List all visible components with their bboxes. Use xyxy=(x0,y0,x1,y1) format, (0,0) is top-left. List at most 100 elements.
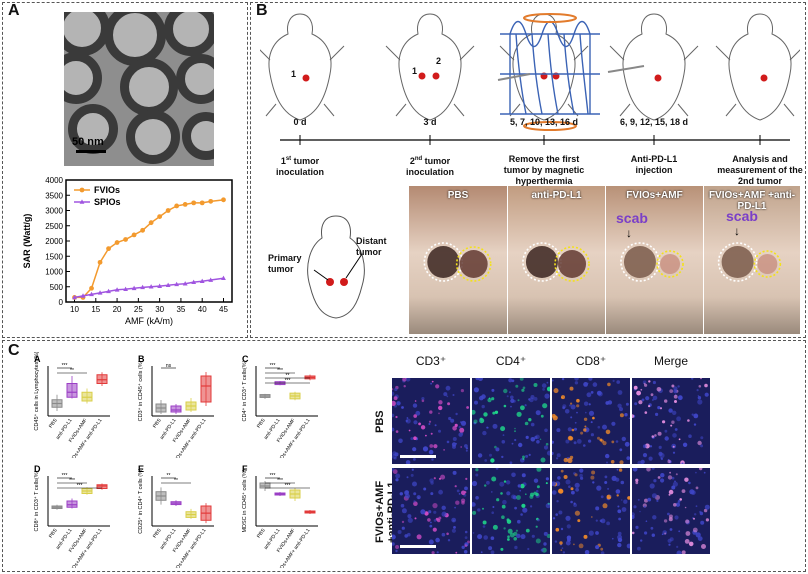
micro-image xyxy=(392,468,470,554)
cell-dots xyxy=(472,378,550,464)
panel-b-label: B xyxy=(256,2,268,19)
sig-label: ** xyxy=(286,373,290,379)
data-point xyxy=(174,281,180,287)
panel-a xyxy=(2,2,248,338)
x-tick-label: 10 xyxy=(70,305,79,314)
box xyxy=(81,391,93,402)
sig-label: ** xyxy=(70,368,74,374)
data-point xyxy=(106,288,111,294)
coil-top-icon xyxy=(523,13,577,23)
timeline-label-sup: st xyxy=(285,156,292,162)
data-point xyxy=(131,285,137,291)
boxplot-label: D xyxy=(34,464,41,474)
mouse-outline-icon xyxy=(728,13,792,121)
data-point xyxy=(80,293,86,298)
scale-bar-label: 50 nm xyxy=(72,136,104,148)
box xyxy=(66,383,78,398)
tumor-dot xyxy=(302,74,310,82)
y-tick-label: 0 xyxy=(59,298,64,307)
cell-dots xyxy=(392,378,469,464)
box xyxy=(96,374,108,384)
y-tick-label: 3000 xyxy=(45,207,63,216)
micro-image xyxy=(632,468,710,554)
y-tick-label: 2500 xyxy=(45,222,63,231)
micro-column-header: Merge xyxy=(653,354,688,368)
sig-label: *** xyxy=(77,483,83,489)
timeline-label: 2nd tumor inoculation xyxy=(382,154,478,178)
sig-label: *** xyxy=(69,478,75,484)
data-point xyxy=(114,287,120,292)
x-tick-label: 20 xyxy=(113,305,122,314)
boxplot-ylabel: CD4⁺ in CD3⁺ T cells(%) xyxy=(241,360,248,421)
micro-row-header: PBS xyxy=(374,410,386,434)
sar-chart: 0 500 1000 1500 2000 2500 3000 3500 4000 10 15 20 25… xyxy=(22,176,233,326)
timeline-label-part: tumor xyxy=(291,156,320,166)
data-point xyxy=(157,283,163,288)
y-tick-label: 1000 xyxy=(45,268,63,277)
mark-2: 2 xyxy=(436,56,442,66)
scab-label: scab xyxy=(616,210,648,226)
box xyxy=(200,375,212,403)
x-tick-label: 35 xyxy=(176,305,185,314)
timeline-label-part: measurement of the 2nd tumor xyxy=(717,165,803,186)
scale-bar xyxy=(400,455,436,458)
sig-label: *** xyxy=(285,378,291,384)
data-point xyxy=(165,208,171,213)
timeline-day: 0 d xyxy=(293,117,307,127)
y-tick-label: 1500 xyxy=(45,252,63,261)
micro-column-header: CD3⁺ xyxy=(415,354,447,368)
boxplot-label: F xyxy=(242,464,248,474)
sig-label: *** xyxy=(62,363,68,369)
panel-c xyxy=(2,340,806,572)
sig-label: *** xyxy=(285,483,291,489)
mouse-photo: PBS xyxy=(409,186,507,334)
x-tick-label: 45 xyxy=(219,305,228,314)
boxplot-ylabel: CD45⁺ cells in Lymphocytes (%) xyxy=(33,352,40,431)
timeline-label: Analysis and measurement of the 2nd tumor xyxy=(712,154,808,187)
arrow-down-icon: ↓ xyxy=(734,224,740,238)
legend-label: SPIOs xyxy=(94,197,121,207)
boxplot-ylabel: MDSC in CD45⁺ cells (%) xyxy=(241,469,248,532)
data-point xyxy=(199,200,205,206)
legend-marker xyxy=(79,199,85,204)
mouse-limbs-icon xyxy=(385,45,475,117)
timeline-label-part: injection xyxy=(635,165,673,175)
data-point xyxy=(157,214,163,219)
data-point xyxy=(191,200,197,206)
data-point xyxy=(114,240,120,245)
group-label: PBS xyxy=(152,417,163,429)
group-label: PBS xyxy=(256,417,267,429)
mouse-limbs-icon xyxy=(715,45,800,117)
boxplot-label: A xyxy=(34,354,41,364)
tem-image: 50 nm xyxy=(64,12,214,166)
group-label: PBS xyxy=(152,527,163,539)
tumor-dot xyxy=(432,72,440,80)
sig-label: ns xyxy=(166,363,172,369)
group-label: PBS xyxy=(48,527,59,539)
data-point xyxy=(208,277,214,282)
y-tick-label: 500 xyxy=(50,283,64,292)
distant-tumor-dot xyxy=(340,278,348,286)
mouse-photo: anti-PD-L1 xyxy=(508,186,605,334)
sig-label: *** xyxy=(270,363,276,369)
plot-frame xyxy=(65,179,233,303)
timeline-label-part: 2 xyxy=(409,156,415,166)
y-tick-label: 2000 xyxy=(45,237,63,246)
boxplot-ylabel: CD25⁺ in CD4⁺ T cells (%) xyxy=(137,468,144,534)
scale-bar xyxy=(400,545,436,548)
timeline-label-part: Analysis and xyxy=(732,154,788,164)
micro-image xyxy=(632,378,710,464)
photo-title: FVIOs+AMF +anti-PD-L1 xyxy=(708,190,796,212)
data-point xyxy=(106,246,111,252)
micro-image xyxy=(552,468,630,554)
sig-label: ** xyxy=(167,473,171,479)
legend-label: FVIOs xyxy=(94,185,120,195)
timeline-day: 5, 7, 10, 13, 16 d xyxy=(509,117,579,127)
syringe-icon xyxy=(607,65,645,73)
cell-dots xyxy=(632,378,709,464)
mouse-limbs-icon xyxy=(609,45,699,117)
data-point xyxy=(221,197,226,203)
tumor-photo-marks xyxy=(423,242,492,282)
